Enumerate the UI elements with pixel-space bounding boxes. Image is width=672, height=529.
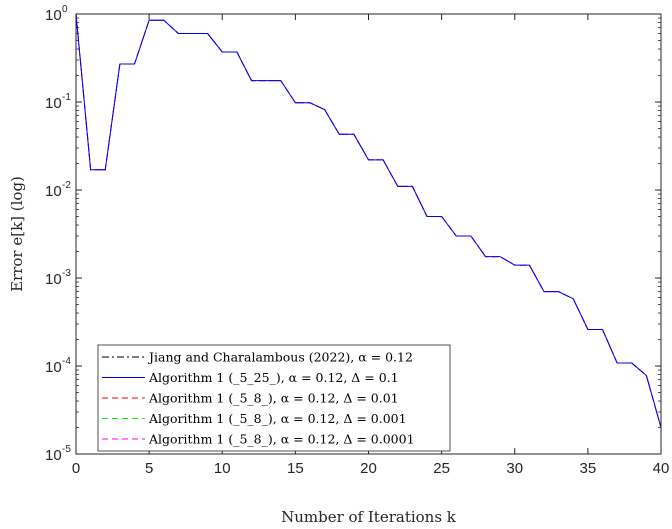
x-tick-label: 15 xyxy=(287,460,304,477)
legend: Jiang and Charalambous (2022), α = 0.12 A… xyxy=(97,344,451,452)
legend-label: Jiang and Charalambous (2022), α = 0.12 xyxy=(147,350,413,365)
x-tick-label: 25 xyxy=(433,460,450,477)
legend-entry: Algorithm 1 (_5_8_), α = 0.12, Δ = 0.000… xyxy=(102,432,415,447)
plot-frame xyxy=(75,13,662,455)
x-tick-label: 0 xyxy=(72,460,80,477)
legend-entry: Algorithm 1 (_5_25_), α = 0.12, Δ = 0.1 xyxy=(102,370,399,385)
series-line-2 xyxy=(75,13,662,428)
legend-label: Algorithm 1 (_5_8_), α = 0.12, Δ = 0.000… xyxy=(148,432,415,447)
y-tick-exponent: 0 xyxy=(62,4,68,15)
y-tick-base: 10 xyxy=(45,271,62,288)
y-tick-label: 10 -4 xyxy=(45,356,71,376)
y-tick-label: 10 -2 xyxy=(45,180,71,200)
legend-entry: Algorithm 1 (_5_8_), α = 0.12, Δ = 0.01 xyxy=(102,391,399,406)
y-tick-base: 10 xyxy=(45,7,62,24)
legend-entries: Jiang and Charalambous (2022), α = 0.12 A… xyxy=(102,350,415,447)
y-axis-label: Error e[k] (log) xyxy=(8,176,26,292)
x-tick-label: 10 xyxy=(214,460,231,477)
x-tick-label: 35 xyxy=(580,460,597,477)
y-tick-exponent: -2 xyxy=(62,180,71,191)
y-tick-label: 10 0 xyxy=(45,4,68,24)
x-tick-label: 40 xyxy=(653,460,670,477)
x-tick-labels: 0 5 10 15 20 25 30 35 40 xyxy=(72,460,670,477)
x-tick-label: 30 xyxy=(506,460,523,477)
y-tick-label: 10 -3 xyxy=(45,268,71,288)
legend-entry: Algorithm 1 (_5_8_), α = 0.12, Δ = 0.001 xyxy=(102,411,407,426)
x-tick-label: 20 xyxy=(360,460,377,477)
y-tick-base: 10 xyxy=(45,95,62,112)
y-tick-base: 10 xyxy=(45,447,62,464)
legend-label: Algorithm 1 (_5_8_), α = 0.12, Δ = 0.01 xyxy=(148,391,399,406)
y-tick-base: 10 xyxy=(45,359,62,376)
x-tick-label: 5 xyxy=(145,460,153,477)
y-tick-exponent: -5 xyxy=(62,444,71,455)
x-axis-label: Number of Iterations k xyxy=(281,508,457,526)
legend-label: Algorithm 1 (_5_25_), α = 0.12, Δ = 0.1 xyxy=(148,370,399,385)
y-tick-label: 10 -5 xyxy=(45,444,71,464)
y-tick-exponent: -3 xyxy=(62,268,71,279)
y-tick-label: 10 -1 xyxy=(45,92,71,112)
y-tick-base: 10 xyxy=(45,183,62,200)
y-tick-exponent: -4 xyxy=(62,356,71,367)
legend-label: Algorithm 1 (_5_8_), α = 0.12, Δ = 0.001 xyxy=(148,411,407,426)
legend-entry: Jiang and Charalambous (2022), α = 0.12 xyxy=(102,350,413,365)
legend-box xyxy=(97,344,451,452)
y-tick-exponent: -1 xyxy=(62,92,71,103)
series-layer xyxy=(75,13,662,428)
